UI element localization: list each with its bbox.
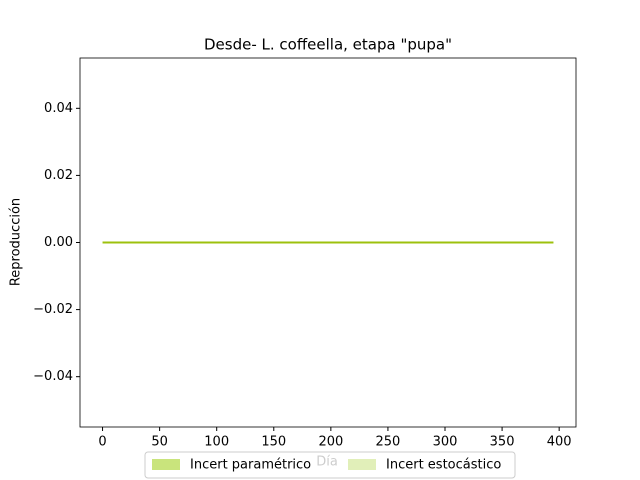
- x-tick-label: 350: [490, 435, 515, 450]
- y-tick-label: −0.04: [33, 369, 73, 384]
- x-tick-label: 250: [376, 435, 401, 450]
- x-tick-label: 400: [547, 435, 572, 450]
- chart-title: Desde- L. coffeella, etapa "pupa": [204, 36, 452, 54]
- legend-swatch: [348, 459, 376, 470]
- legend-label: Incert paramétrico: [190, 458, 311, 473]
- x-tick-label: 50: [151, 435, 168, 450]
- x-tick-label: 100: [204, 435, 229, 450]
- y-tick-label: 0.00: [44, 235, 73, 250]
- plot-frame: [79, 57, 577, 428]
- x-tick-label: 300: [433, 435, 458, 450]
- legend-box: [144, 451, 516, 479]
- y-tick-label: 0.02: [44, 168, 73, 183]
- x-tick-label: 150: [261, 435, 286, 450]
- legend-label: Incert estocástico: [386, 458, 501, 473]
- x-tick-label: 200: [318, 435, 343, 450]
- y-tick-label: 0.04: [44, 101, 73, 116]
- y-tick-label: −0.02: [33, 302, 73, 317]
- x-tick-label: 0: [98, 435, 106, 450]
- legend-swatch: [152, 459, 180, 470]
- y-axis-label: Reproducción: [9, 198, 24, 286]
